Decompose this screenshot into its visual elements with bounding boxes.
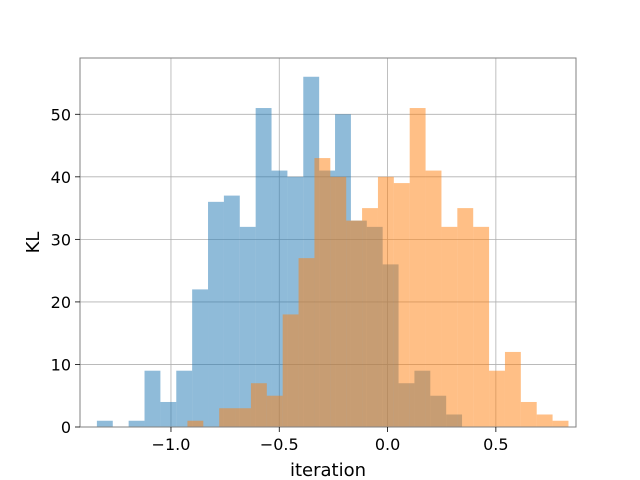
series-1-bar: [192, 289, 209, 427]
y-tick-label: 30: [51, 230, 71, 249]
series-2-bar: [187, 420, 204, 427]
series-2-bar: [393, 183, 410, 427]
series-1-bar: [128, 420, 145, 427]
series-2-bar: [377, 176, 394, 427]
bars: [96, 76, 569, 428]
series-2-bar: [441, 226, 458, 427]
y-axis-label: KL: [23, 232, 44, 254]
series-2-bar: [520, 401, 537, 427]
series-1-bar: [96, 420, 113, 427]
plot-frame: [79, 57, 577, 428]
series-2-bar: [457, 208, 474, 427]
series-1-bar: [144, 370, 161, 427]
x-tick-label: 0.5: [483, 435, 508, 454]
series-2-bar: [489, 370, 505, 427]
series-2-bar: [235, 408, 251, 427]
x-tick-label: 0.0: [375, 435, 400, 454]
series-2-bar: [346, 220, 363, 427]
ticks: −1.0 −0.5 0.0 0.5 0 10 20 30 40 50: [51, 105, 509, 454]
series-2-bar: [473, 226, 490, 427]
series-1-bar: [176, 370, 193, 427]
x-tick-label: −0.5: [260, 435, 299, 454]
y-tick-label: 50: [51, 105, 71, 124]
series-2-bar: [282, 314, 299, 427]
series-2-bar: [250, 383, 267, 427]
y-tick-label: 40: [51, 168, 71, 187]
series-2-bar: [409, 108, 426, 427]
series-1-bar: [223, 195, 240, 427]
series-1-bar: [255, 108, 272, 427]
y-tick-label: 20: [51, 293, 71, 312]
series-2-bar: [504, 351, 521, 427]
series-1-bar: [208, 201, 224, 427]
x-axis-label: iteration: [290, 460, 366, 480]
series-2-bar: [330, 176, 347, 427]
x-tick-label: −1.0: [152, 435, 191, 454]
y-tick-label: 0: [61, 418, 71, 437]
series-2-bar: [425, 170, 442, 427]
series-2-bar: [552, 420, 569, 427]
series-2-bar: [362, 208, 378, 427]
y-tick-label: 10: [51, 355, 71, 374]
series-2-bar: [266, 395, 283, 427]
series-2-bar: [298, 258, 315, 427]
series-2-bar: [536, 414, 553, 427]
series-2-bar: [219, 408, 236, 427]
series-2-bar: [314, 158, 331, 427]
series-1-bar: [160, 401, 177, 427]
series-1-bar: [239, 226, 256, 427]
